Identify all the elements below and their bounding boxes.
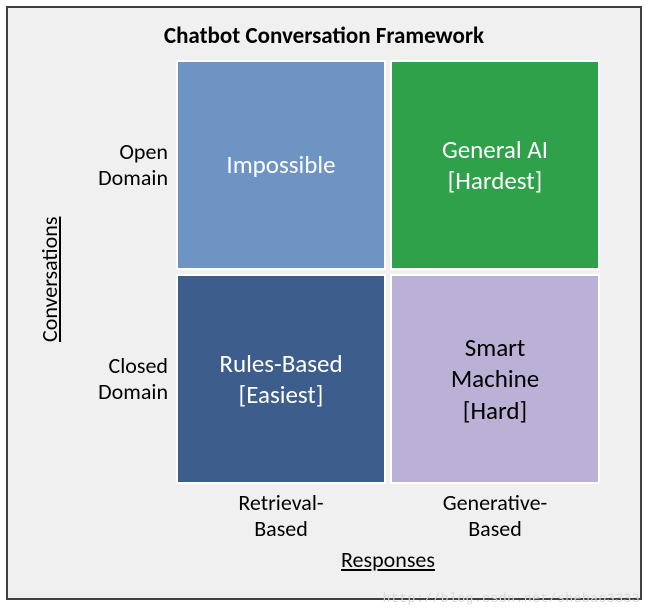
col-label-0: Retrieval- Based (176, 490, 386, 543)
watermark-text: http://blog.csdn.net/shebao3333 (383, 591, 640, 606)
row-label-0: Open Domain (58, 139, 168, 192)
row-label-1: Closed Domain (58, 353, 168, 406)
chart-title: Chatbot Conversation Framework (8, 22, 640, 50)
quad-1-1: Smart Machine [Hard] (390, 274, 600, 484)
y-axis-title: Conversations (36, 217, 63, 342)
quad-0-1: General AI [Hardest] (390, 60, 600, 270)
quad-1-0: Rules-Based [Easiest] (176, 274, 386, 484)
quad-0-0: Impossible (176, 60, 386, 270)
col-label-1: Generative- Based (390, 490, 600, 543)
x-axis-title: Responses (176, 546, 600, 573)
diagram-frame: Chatbot Conversation Framework Conversat… (6, 6, 642, 600)
